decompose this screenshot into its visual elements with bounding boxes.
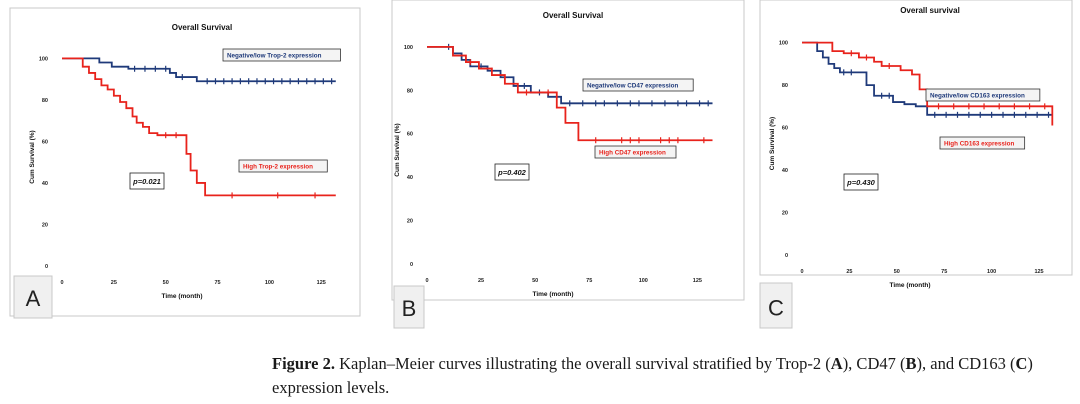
legend-label-low: Negative/low CD163 expression bbox=[930, 93, 1025, 100]
km-chart-b: Overall Survival 0 20 40 60 80 100 0 25 50 75 100 12… bbox=[391, 0, 745, 329]
caption-lead: Figure 2. bbox=[272, 354, 335, 373]
x-axis-label: Time (month) bbox=[161, 293, 202, 300]
y-tick-label: 0 bbox=[45, 264, 48, 270]
x-tick-label: 25 bbox=[111, 280, 117, 286]
caption-text-2: ), CD47 ( bbox=[842, 354, 906, 373]
y-tick-label: 80 bbox=[42, 98, 48, 104]
y-tick-label: 60 bbox=[407, 132, 413, 138]
p-value-box bbox=[494, 163, 530, 181]
legend-label-low: Negative/low CD47 expression bbox=[587, 83, 678, 90]
panel-frame bbox=[391, 0, 745, 301]
legend-label-low: Negative/low Trop-2 expression bbox=[227, 53, 322, 60]
km-chart-c: Overall survival 0 20 40 60 80 100 0 25 50 75 100 12… bbox=[759, 0, 1073, 329]
y-tick-label: 20 bbox=[42, 222, 48, 228]
caption-ref-c: C bbox=[1015, 354, 1028, 373]
y-tick-label: 20 bbox=[407, 219, 413, 225]
y-axis-label: Cum Survival (%) bbox=[769, 117, 776, 170]
panel-label-box bbox=[393, 285, 425, 329]
p-value-box bbox=[129, 172, 165, 190]
legend-label-high: High CD47 expression bbox=[599, 150, 666, 157]
x-tick-label: 100 bbox=[265, 280, 274, 286]
chart-title: Overall Survival bbox=[543, 11, 603, 20]
caption-text-4: ) expression levels. bbox=[272, 354, 1033, 397]
x-tick-label: 100 bbox=[987, 269, 996, 275]
caption-text-1: Kaplan–Meier curves illustrating the ove… bbox=[334, 354, 831, 373]
x-tick-label: 0 bbox=[425, 278, 428, 284]
y-tick-label: 0 bbox=[410, 262, 413, 268]
x-tick-label: 100 bbox=[639, 278, 648, 284]
panel-a: Overall Survival 0 20 40 60 80 100 0 25 50 75 100 12… bbox=[9, 0, 364, 320]
panel-b: Overall Survival 0 20 40 60 80 100 0 25 50 75 100 12… bbox=[391, 0, 746, 330]
x-tick-label: 125 bbox=[1034, 269, 1043, 275]
chart-title: Overall Survival bbox=[172, 23, 232, 32]
y-tick-label: 60 bbox=[782, 126, 788, 132]
legend-label-high: High Trop-2 expression bbox=[243, 164, 313, 171]
p-value-label: p=0.021 bbox=[132, 177, 161, 186]
caption-ref-b: B bbox=[905, 354, 917, 373]
survival-curve-high bbox=[427, 45, 713, 142]
y-axis-label: Cum Survival (%) bbox=[29, 130, 36, 183]
km-chart-a: Overall Survival 0 20 40 60 80 100 0 25 50 75 100 12… bbox=[9, 7, 361, 319]
p-value-box bbox=[843, 173, 879, 191]
panel-frame bbox=[759, 0, 1073, 276]
x-tick-label: 50 bbox=[532, 278, 538, 284]
legend-label-high: High CD163 expression bbox=[944, 141, 1014, 148]
caption-text-3: ), and CD163 ( bbox=[916, 354, 1016, 373]
y-tick-label: 40 bbox=[407, 175, 413, 181]
p-value-label: p=0.430 bbox=[846, 178, 876, 187]
x-tick-label: 75 bbox=[941, 269, 947, 275]
x-tick-label: 25 bbox=[478, 278, 484, 284]
p-value-label: p=0.402 bbox=[497, 168, 527, 177]
x-tick-label: 125 bbox=[317, 280, 326, 286]
x-tick-label: 0 bbox=[60, 280, 63, 286]
y-axis-label: Cum Survival (%) bbox=[394, 123, 401, 176]
y-tick-label: 0 bbox=[785, 253, 788, 259]
x-axis-label: Time (month) bbox=[532, 291, 573, 298]
y-tick-label: 60 bbox=[42, 139, 48, 145]
x-tick-label: 50 bbox=[894, 269, 900, 275]
y-tick-label: 100 bbox=[39, 56, 48, 62]
panel-label: A bbox=[26, 286, 41, 311]
x-tick-label: 125 bbox=[693, 278, 702, 284]
chart-title: Overall survival bbox=[900, 6, 960, 15]
panel-label-box bbox=[13, 275, 53, 319]
legend-box bbox=[939, 136, 1026, 150]
caption-ref-a: A bbox=[830, 354, 843, 373]
y-tick-label: 40 bbox=[782, 168, 788, 174]
y-tick-label: 20 bbox=[782, 211, 788, 217]
y-tick-label: 40 bbox=[42, 181, 48, 187]
survival-curve-low bbox=[62, 57, 336, 83]
x-tick-label: 0 bbox=[800, 269, 803, 275]
panel-c: Overall survival 0 20 40 60 80 100 0 25 50 75 100 12… bbox=[756, 0, 1076, 330]
y-tick-label: 80 bbox=[782, 83, 788, 89]
y-tick-label: 100 bbox=[404, 45, 413, 51]
legend-box bbox=[582, 78, 694, 92]
legend-box bbox=[925, 88, 1041, 102]
survival-curve-high bbox=[62, 57, 336, 197]
y-tick-label: 80 bbox=[407, 88, 413, 94]
panel-label: B bbox=[402, 296, 417, 321]
x-tick-label: 75 bbox=[586, 278, 592, 284]
legend-box bbox=[594, 145, 677, 159]
legend-box bbox=[238, 159, 328, 173]
x-tick-label: 25 bbox=[846, 269, 852, 275]
panel-label-box bbox=[759, 282, 793, 329]
legend-box bbox=[222, 48, 341, 62]
survival-curve-low bbox=[802, 41, 1053, 116]
x-tick-label: 50 bbox=[163, 280, 169, 286]
x-axis-label: Time (month) bbox=[889, 282, 930, 289]
survival-curve-high bbox=[802, 41, 1054, 126]
x-tick-label: 75 bbox=[214, 280, 220, 286]
figure-caption: Figure 2. Kaplan–Meier curves illustrati… bbox=[272, 352, 1072, 400]
y-tick-label: 100 bbox=[779, 41, 788, 47]
panel-label: C bbox=[768, 295, 784, 320]
